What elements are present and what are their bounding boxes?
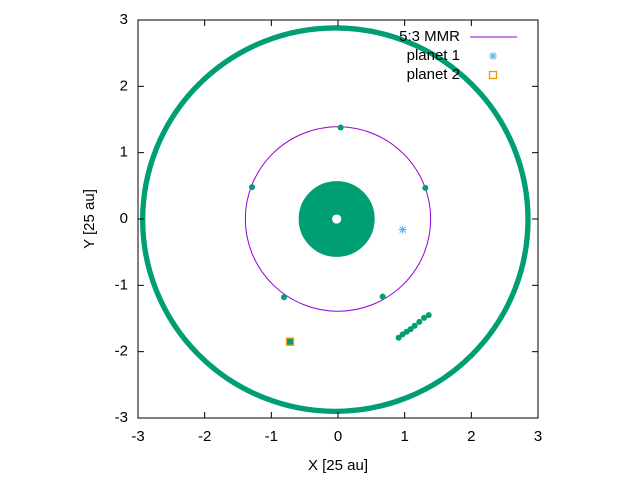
data-point xyxy=(281,294,287,301)
particle-ring xyxy=(298,181,375,257)
y-tick-label: 2 xyxy=(120,77,128,94)
y-tick-label: -2 xyxy=(115,343,128,360)
data-point xyxy=(411,322,418,329)
legend-swatch xyxy=(489,52,497,60)
x-tick-label: 3 xyxy=(534,428,542,445)
mmr-circle xyxy=(244,126,432,312)
data-point xyxy=(422,184,429,191)
x-tick-label: 2 xyxy=(467,428,475,445)
data-point xyxy=(395,334,402,341)
y-tick-label: 1 xyxy=(120,144,128,161)
y-tick-label: -1 xyxy=(115,276,128,293)
data-point xyxy=(407,326,414,333)
y-tick-label: -3 xyxy=(115,409,128,426)
x-tick-label: 1 xyxy=(400,428,408,445)
legend-swatch xyxy=(488,70,498,80)
data-point xyxy=(425,312,432,319)
x-tick-label: -2 xyxy=(198,428,211,445)
data-point xyxy=(379,293,386,300)
y-tick-label: 0 xyxy=(120,210,128,227)
particle-ring xyxy=(140,25,531,415)
legend-label: 5:3 MMR xyxy=(399,28,460,45)
data-point xyxy=(337,124,344,131)
x-axis-label: X [25 au] xyxy=(308,457,368,474)
x-tick-label: -3 xyxy=(131,428,144,445)
data-point xyxy=(416,318,423,325)
legend-label: planet 2 xyxy=(407,66,460,83)
x-tick-label: -1 xyxy=(265,428,278,445)
x-tick-label: 0 xyxy=(334,428,342,445)
y-axis-label: Y [25 au] xyxy=(81,189,98,249)
data-point xyxy=(398,225,407,234)
y-tick-label: 3 xyxy=(120,11,128,28)
data-point xyxy=(285,337,295,346)
plot-frame xyxy=(137,19,539,419)
data-point xyxy=(249,184,255,191)
data-point xyxy=(421,314,427,321)
legend-label: planet 1 xyxy=(407,47,460,64)
